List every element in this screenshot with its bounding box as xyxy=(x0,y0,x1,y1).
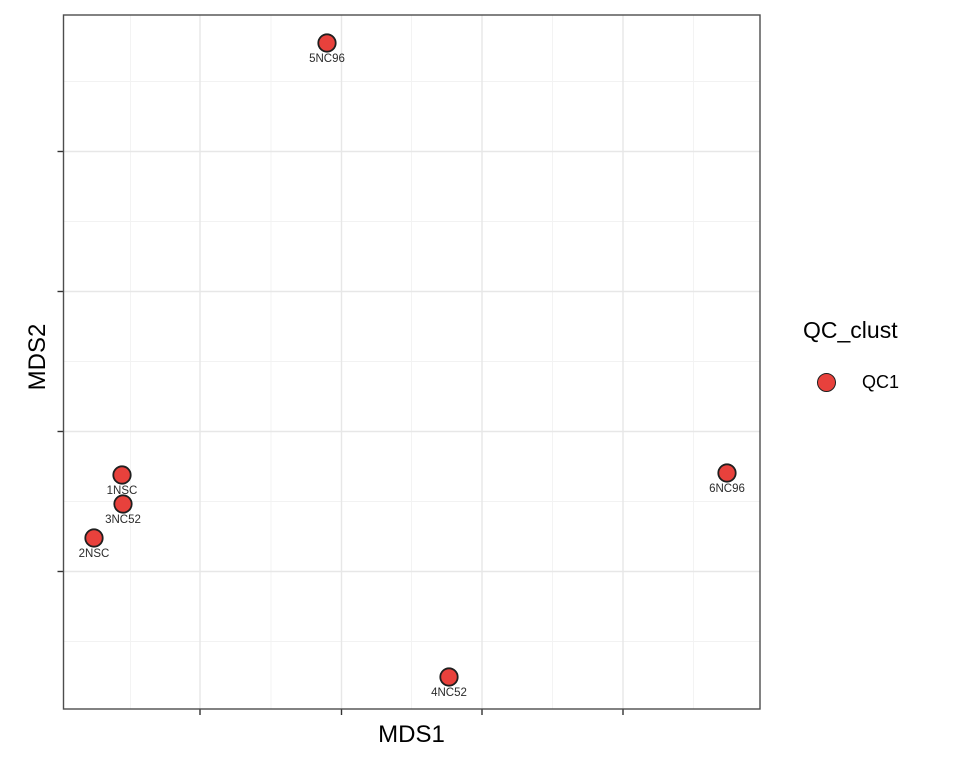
legend-key-point-icon xyxy=(817,373,836,393)
legend-item-qc1: QC1 xyxy=(803,372,899,393)
point-label-5NC96: 5NC96 xyxy=(309,53,345,65)
legend: QC_clust QC1 xyxy=(803,317,899,393)
data-point-5NC96 xyxy=(317,33,337,53)
data-point-6NC96 xyxy=(717,463,737,483)
point-label-1NSC: 1NSC xyxy=(107,485,138,497)
x-axis-label: MDS1 xyxy=(378,721,445,748)
legend-item-label: QC1 xyxy=(862,372,900,393)
panel-border xyxy=(62,14,761,710)
data-point-4NC52 xyxy=(439,667,459,687)
y-axis-label: MDS2 xyxy=(24,323,51,391)
point-label-3NC52: 3NC52 xyxy=(105,514,141,526)
data-point-2NSC xyxy=(84,528,104,548)
legend-title: QC_clust xyxy=(803,317,898,343)
point-label-6NC96: 6NC96 xyxy=(709,483,745,495)
point-label-2NSC: 2NSC xyxy=(79,548,110,560)
data-point-3NC52 xyxy=(113,494,133,514)
point-label-4NC52: 4NC52 xyxy=(431,687,467,699)
data-point-1NSC xyxy=(112,465,132,485)
